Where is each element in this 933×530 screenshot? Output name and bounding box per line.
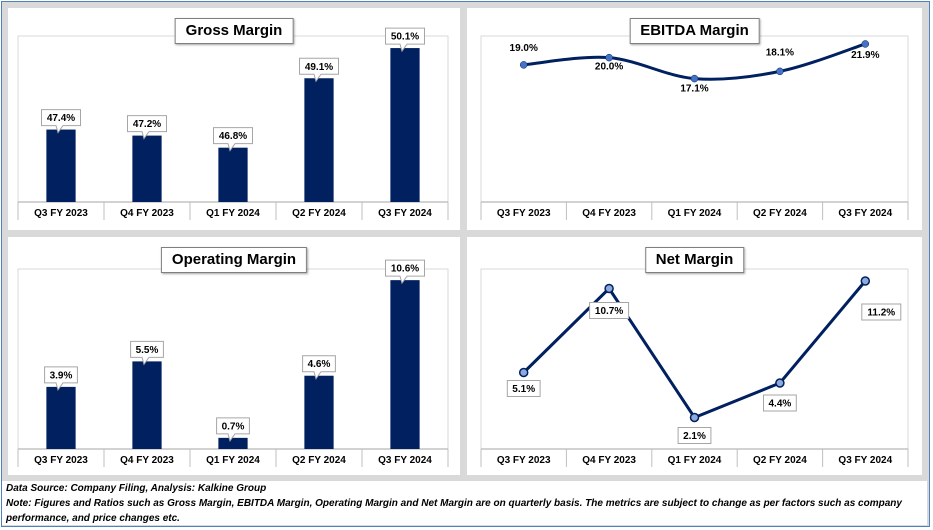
operating-margin-bar <box>46 386 76 449</box>
svg-text:10.7%: 10.7% <box>595 306 623 317</box>
net-margin-series-line <box>522 280 867 420</box>
net-margin-panel: Q3 FY 2023 Q4 FY 2023 Q1 FY 2024 Q2 FY 2024… <box>467 237 922 475</box>
svg-text:0.7%: 0.7% <box>222 421 245 432</box>
net-margin-point <box>689 412 700 423</box>
gross-margin-data-label: 49.1% <box>299 57 339 83</box>
operating-margin-x-tick-label: Q3 FY 2024 <box>378 455 432 466</box>
svg-text:3.9%: 3.9% <box>50 370 73 381</box>
data-source-text: Data Source: Company Filing, Analysis: K… <box>6 483 267 494</box>
gross-margin-data-label: 47.2% <box>127 115 167 140</box>
gross-margin-x-tick-label: Q3 FY 2024 <box>378 208 432 219</box>
svg-text:10.6%: 10.6% <box>391 264 419 275</box>
operating-margin-bar <box>132 361 162 449</box>
operating-margin-x-tick-label: Q4 FY 2023 <box>120 455 174 466</box>
gross-margin-data-label: 47.4% <box>41 109 81 134</box>
gross-margin-panel: Q3 FY 2023 Q4 FY 2023 Q1 FY 2024 Q2 FY 2024… <box>8 8 460 230</box>
gross-margin-data-label: 46.8% <box>213 127 253 152</box>
svg-text:11.2%: 11.2% <box>867 308 895 319</box>
gross-margin-bar <box>390 48 420 203</box>
net-margin-x-tick-label: Q1 FY 2024 <box>668 455 722 466</box>
operating-margin-data-label: 10.6% <box>385 259 425 285</box>
net-margin-point <box>860 276 871 286</box>
ebitda-margin-series-line <box>523 42 866 81</box>
ebitda-margin-data-label: 17.1% <box>680 84 708 95</box>
operating-margin-panel: Q3 FY 2023 Q4 FY 2023 Q1 FY 2024 Q2 FY 2024… <box>8 237 460 475</box>
operating-margin-title: Operating Margin <box>160 247 308 273</box>
operating-margin-data-label: 5.5% <box>130 340 164 366</box>
ebitda-margin-x-tick-label: Q3 FY 2023 <box>497 208 551 219</box>
gross-margin-bar <box>132 135 162 202</box>
ebitda-margin-point <box>776 67 784 76</box>
note-text-line-1: Note: Figures and Ratios such as Gross M… <box>6 498 902 509</box>
net-margin-x-tick-label: Q3 FY 2023 <box>497 455 551 466</box>
net-margin-data-label: 10.7% <box>589 302 630 319</box>
operating-margin-bar <box>390 280 420 449</box>
net-margin-data-label: 5.1% <box>506 380 541 397</box>
footer-notes: Data Source: Company Filing, Analysis: K… <box>2 481 927 525</box>
note-text-line-2: performance, and price changes etc. <box>6 513 180 524</box>
gross-margin-x-tick-label: Q2 FY 2024 <box>292 208 346 219</box>
net-margin-x-tick-label: Q4 FY 2023 <box>582 455 636 466</box>
operating-margin-data-label: 3.9% <box>44 366 78 392</box>
net-margin-data-label: 4.4% <box>763 394 797 412</box>
operating-margin-bar <box>218 437 248 449</box>
net-margin-chart: Q3 FY 2023 Q4 FY 2023 Q1 FY 2024 Q2 FY 2024… <box>480 268 909 467</box>
ebitda-margin-point <box>690 74 699 83</box>
net-margin-x-tick-label: Q3 FY 2024 <box>838 455 892 466</box>
ebitda-margin-point <box>519 61 528 69</box>
net-margin-data-label: 11.2% <box>861 303 902 321</box>
net-margin-point <box>604 283 614 294</box>
operating-margin-x-tick-label: Q2 FY 2024 <box>292 455 346 466</box>
operating-margin-bar <box>304 375 334 449</box>
svg-text:46.8%: 46.8% <box>219 131 247 142</box>
svg-text:2.1%: 2.1% <box>683 431 706 442</box>
operating-margin-data-label: 4.6% <box>302 355 336 380</box>
ebitda-margin-panel: Q3 FY 2023 Q4 FY 2023 Q1 FY 2024 Q2 FY 2024… <box>467 8 922 230</box>
gross-margin-data-label: 50.1% <box>385 27 425 53</box>
gross-margin-x-tick-label: Q4 FY 2023 <box>120 208 174 219</box>
ebitda-margin-point <box>861 40 870 48</box>
net-margin-point <box>518 367 529 378</box>
ebitda-margin-title: EBITDA Margin <box>629 18 760 44</box>
ebitda-margin-point <box>605 53 613 62</box>
ebitda-margin-x-tick-label: Q2 FY 2024 <box>753 208 807 219</box>
svg-text:47.2%: 47.2% <box>133 119 161 130</box>
gross-margin-x-tick-label: Q3 FY 2023 <box>34 208 88 219</box>
gross-margin-chart: Q3 FY 2023 Q4 FY 2023 Q1 FY 2024 Q2 FY 2024… <box>17 27 449 220</box>
ebitda-margin-data-label: 21.9% <box>851 50 879 61</box>
gross-margin-x-tick-label: Q1 FY 2024 <box>206 208 260 219</box>
ebitda-margin-chart: Q3 FY 2023 Q4 FY 2023 Q1 FY 2024 Q2 FY 2024… <box>480 35 909 220</box>
svg-text:4.4%: 4.4% <box>769 399 792 410</box>
ebitda-margin-data-label: 18.1% <box>766 47 794 58</box>
operating-margin-x-tick-label: Q1 FY 2024 <box>206 455 260 466</box>
svg-text:5.1%: 5.1% <box>512 384 535 395</box>
ebitda-margin-x-tick-label: Q1 FY 2024 <box>668 208 722 219</box>
svg-text:5.5%: 5.5% <box>136 345 159 356</box>
ebitda-margin-data-label: 20.0% <box>595 62 623 73</box>
gross-margin-bar <box>46 129 76 202</box>
operating-margin-chart: Q3 FY 2023 Q4 FY 2023 Q1 FY 2024 Q2 FY 2024… <box>17 259 449 467</box>
ebitda-margin-x-tick-label: Q4 FY 2023 <box>582 208 636 219</box>
net-margin-data-label: 2.1% <box>677 427 712 444</box>
net-margin-point <box>775 378 785 388</box>
net-margin-x-tick-label: Q2 FY 2024 <box>753 455 807 466</box>
gross-margin-bar <box>304 78 334 202</box>
svg-text:47.4%: 47.4% <box>47 113 75 124</box>
operating-margin-data-label: 0.7% <box>216 417 250 442</box>
svg-text:49.1%: 49.1% <box>305 62 333 73</box>
svg-text:4.6%: 4.6% <box>308 359 331 370</box>
gross-margin-bar <box>218 147 248 202</box>
gross-margin-title: Gross Margin <box>174 18 294 44</box>
ebitda-margin-x-tick-label: Q3 FY 2024 <box>838 208 892 219</box>
operating-margin-x-tick-label: Q3 FY 2023 <box>34 455 88 466</box>
net-margin-title: Net Margin <box>644 247 745 273</box>
ebitda-margin-data-label: 19.0% <box>510 43 538 54</box>
svg-text:50.1%: 50.1% <box>391 32 419 43</box>
